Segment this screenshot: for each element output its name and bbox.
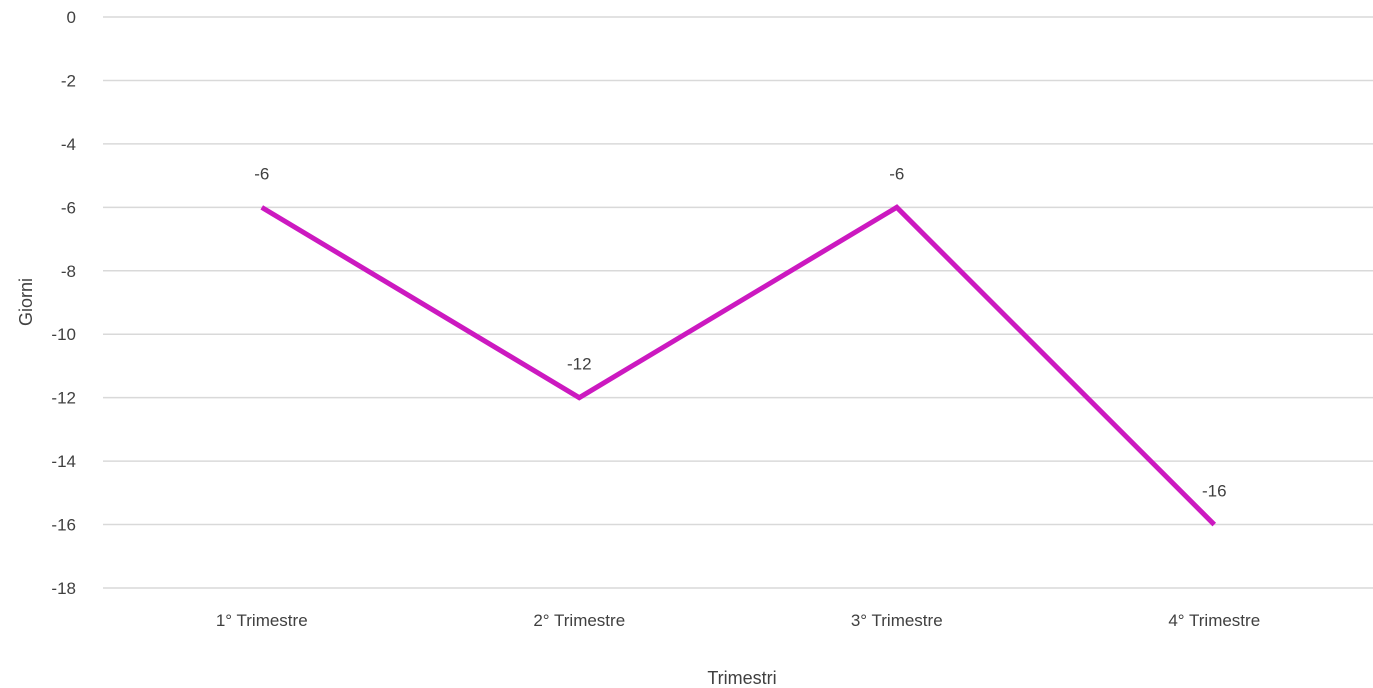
data-label: -12: [567, 355, 592, 374]
series-layer: [260, 204, 1217, 527]
y-tick-label: -16: [51, 516, 76, 535]
series-line: [260, 204, 1217, 527]
x-tick-label: 3° Trimestre: [851, 611, 943, 630]
x-tick-label: 2° Trimestre: [533, 611, 625, 630]
data-labels: -6 -12 -6 -16: [254, 164, 1226, 500]
y-tick-label: -18: [51, 579, 76, 598]
y-tick-label: -12: [51, 389, 76, 408]
data-label: -16: [1202, 482, 1227, 501]
y-tick-label: -4: [61, 135, 76, 154]
y-tick-label: -6: [61, 198, 76, 217]
y-axis-title: Giorni: [16, 278, 36, 326]
y-axis-tick-labels: 0 -2 -4 -6 -8 -10 -12 -14 -16 -18: [51, 8, 76, 598]
y-tick-label: -10: [51, 325, 76, 344]
y-tick-label: -8: [61, 262, 76, 281]
gridlines: [103, 16, 1373, 589]
x-axis-title: Trimestri: [707, 668, 776, 688]
y-tick-label: 0: [67, 8, 76, 27]
data-label: -6: [254, 164, 269, 183]
x-axis-tick-labels: 1° Trimestre 2° Trimestre 3° Trimestre 4° T…: [216, 611, 1260, 630]
y-tick-label: -2: [61, 71, 76, 90]
x-tick-label: 1° Trimestre: [216, 611, 308, 630]
data-label: -6: [889, 164, 904, 183]
x-tick-label: 4° Trimestre: [1168, 611, 1260, 630]
y-tick-label: -14: [51, 452, 76, 471]
